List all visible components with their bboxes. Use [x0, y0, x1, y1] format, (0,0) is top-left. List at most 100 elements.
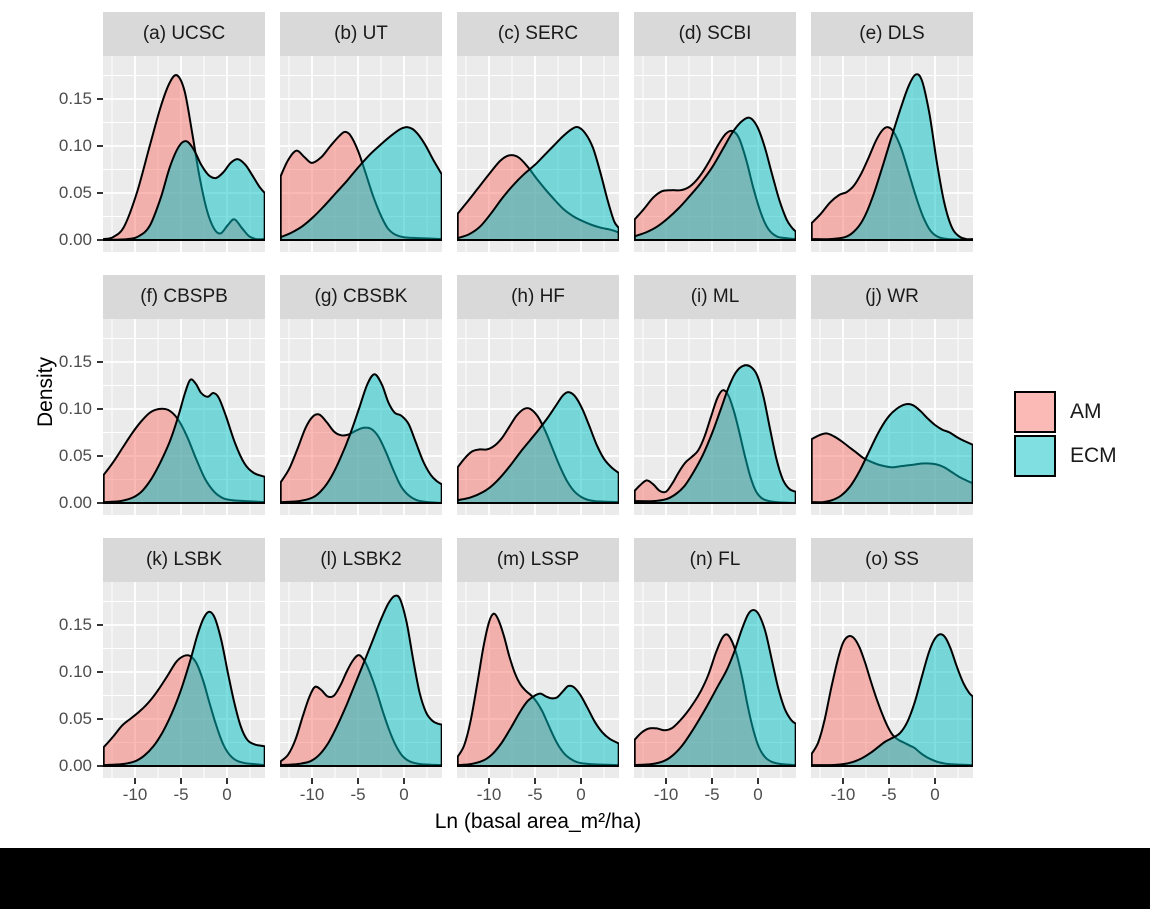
x-tick [488, 778, 490, 784]
x-tick [580, 778, 582, 784]
facet-panel-oss [811, 582, 973, 778]
density-curve-ecm [280, 594, 442, 767]
x-tick [757, 778, 759, 784]
y-tick [97, 98, 103, 100]
y-tick-label: 0.10 [58, 136, 92, 155]
facet-panel-edls [811, 56, 973, 252]
x-tick-label: 0 [753, 785, 763, 804]
facet-strip-oss: (o) SS [811, 538, 973, 582]
x-tick [226, 778, 228, 784]
density-curve-ecm [103, 378, 265, 504]
density-curve-ecm [634, 116, 796, 241]
legend-label-am: AM [1070, 400, 1102, 423]
y-tick-label: 0.00 [58, 756, 92, 775]
x-tick-label: -5 [704, 785, 720, 804]
x-tick-label: -5 [173, 785, 189, 804]
density-curve-ecm [280, 126, 442, 241]
letterbox-bar [0, 848, 1150, 909]
x-tick [934, 778, 936, 784]
facet-strip-fcbspb: (f) CBSPB [103, 275, 265, 319]
x-axis-title: Ln (basal area_m²/ha) [434, 810, 642, 833]
density-curve-ecm [103, 610, 265, 767]
x-tick [403, 778, 405, 784]
x-tick-label: -5 [881, 785, 897, 804]
x-tick [842, 778, 844, 784]
y-tick-label: 0.15 [58, 352, 92, 371]
x-tick-label: -5 [527, 785, 543, 804]
x-tick [180, 778, 182, 784]
x-tick-label: 0 [930, 785, 940, 804]
facet-panel-llsbk2 [280, 582, 442, 778]
facet-strip-iml: (i) ML [634, 275, 796, 319]
x-tick-label: 0 [222, 785, 232, 804]
x-tick [357, 778, 359, 784]
x-tick-label: -5 [350, 785, 366, 804]
facet-strip-hhf: (h) HF [457, 275, 619, 319]
facet-panel-hhf [457, 319, 619, 515]
legend-label-ecm: ECM [1070, 444, 1117, 467]
facet-strip-edls: (e) DLS [811, 12, 973, 56]
density-curve-ecm [811, 403, 973, 504]
facet-panel-klsbk [103, 582, 265, 778]
facet-strip-dscbi: (d) SCBI [634, 12, 796, 56]
facet-strip-mlssp: (m) LSSP [457, 538, 619, 582]
facet-strip-nfl: (n) FL [634, 538, 796, 582]
density-curve-ecm [280, 373, 442, 504]
y-tick [97, 361, 103, 363]
y-tick-label: 0.05 [58, 446, 92, 465]
x-tick-label: -10 [830, 785, 856, 804]
y-tick-label: 0.05 [58, 183, 92, 202]
x-tick [534, 778, 536, 784]
y-tick [97, 765, 103, 767]
density-curve-ecm [634, 609, 796, 767]
facet-panel-fcbspb [103, 319, 265, 515]
x-tick-label: -10 [122, 785, 148, 804]
facet-panel-cserc [457, 56, 619, 252]
facet-strip-llsbk2: (l) LSBK2 [280, 538, 442, 582]
y-tick-label: 0.15 [58, 615, 92, 634]
y-tick [97, 671, 103, 673]
y-tick [97, 239, 103, 241]
y-tick [97, 192, 103, 194]
x-tick [711, 778, 713, 784]
facet-panel-gcbsbk [280, 319, 442, 515]
legend-key-am [1014, 391, 1056, 433]
facet-panel-aucsc [103, 56, 265, 252]
y-tick-label: 0.10 [58, 399, 92, 418]
facet-strip-jwr: (j) WR [811, 275, 973, 319]
density-curve-ecm [811, 633, 973, 767]
legend-key-ecm [1014, 435, 1056, 477]
y-tick-label: 0.05 [58, 709, 92, 728]
y-tick [97, 502, 103, 504]
facet-strip-but: (b) UT [280, 12, 442, 56]
density-curve-ecm [457, 125, 619, 241]
density-curve-ecm [457, 391, 619, 504]
x-tick-label: -10 [299, 785, 325, 804]
facet-strip-aucsc: (a) UCSC [103, 12, 265, 56]
facet-panel-iml [634, 319, 796, 515]
x-tick [665, 778, 667, 784]
x-tick-label: 0 [576, 785, 586, 804]
density-curve-ecm [811, 73, 973, 241]
y-tick [97, 624, 103, 626]
y-tick-label: 0.00 [58, 493, 92, 512]
y-tick-label: 0.00 [58, 230, 92, 249]
x-tick-label: 0 [399, 785, 409, 804]
facet-panel-jwr [811, 319, 973, 515]
facet-strip-cserc: (c) SERC [457, 12, 619, 56]
density-curve-ecm [457, 684, 619, 767]
density-curve-ecm [103, 140, 265, 241]
facet-panel-dscbi [634, 56, 796, 252]
facet-strip-gcbsbk: (g) CBSBK [280, 275, 442, 319]
x-tick-label: -10 [476, 785, 502, 804]
facet-strip-klsbk: (k) LSBK [103, 538, 265, 582]
facet-panel-but [280, 56, 442, 252]
x-tick-label: -10 [653, 785, 679, 804]
facet-panel-mlssp [457, 582, 619, 778]
y-tick [97, 408, 103, 410]
y-tick-label: 0.10 [58, 662, 92, 681]
y-tick [97, 145, 103, 147]
facet-panel-nfl [634, 582, 796, 778]
density-curve-ecm [634, 364, 796, 504]
